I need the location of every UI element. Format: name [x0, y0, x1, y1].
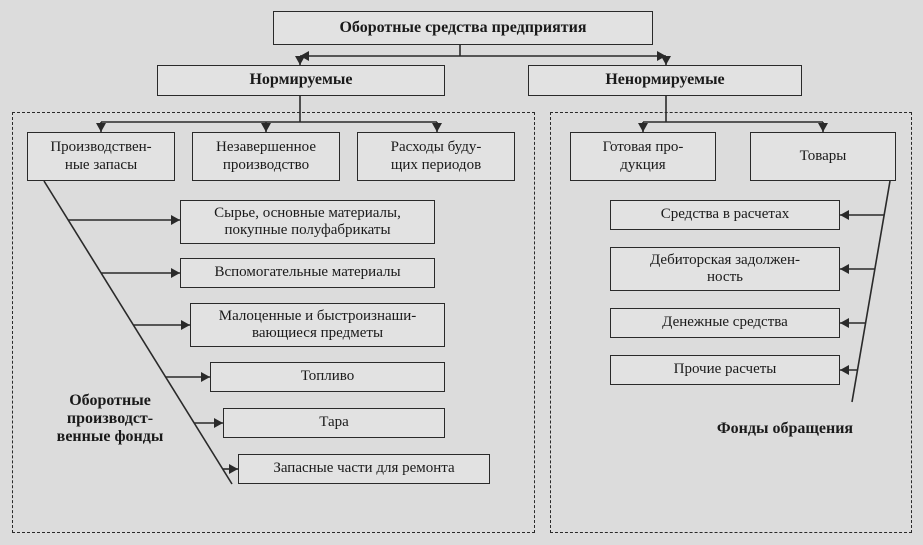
label-right: Фонды обращения — [680, 420, 890, 438]
sub-1-text: Сырье, основные материалы, покупные полу… — [214, 205, 401, 240]
sub-5-text: Тара — [319, 414, 349, 431]
rowl-a: Производствен- ные запасы — [27, 132, 175, 181]
rowl-b: Незавершенное производство — [192, 132, 340, 181]
label-left: Оборотные производст- венные фонды — [35, 392, 185, 446]
rowr-a: Готовая про- дукция — [570, 132, 716, 181]
rowl-c: Расходы буду- щих периодов — [357, 132, 515, 181]
sub-6-text: Запасные части для ремонта — [273, 460, 454, 477]
rowl-a-text: Производствен- ные запасы — [50, 139, 151, 174]
root-box: Оборотные средства предприятия — [273, 11, 653, 45]
rsub-3: Денежные средства — [610, 308, 840, 338]
sub-3: Малоценные и быстроизнаши- вающиеся пред… — [190, 303, 445, 347]
rsub-4-text: Прочие расчеты — [674, 361, 777, 378]
branch-left: Нормируемые — [157, 65, 445, 96]
rowr-b-text: Товары — [800, 148, 847, 165]
sub-4: Топливо — [210, 362, 445, 392]
rsub-1-text: Средства в расчетах — [661, 206, 790, 223]
sub-4-text: Топливо — [301, 368, 355, 385]
rsub-2: Дебиторская задолжен- ность — [610, 247, 840, 291]
rsub-2-text: Дебиторская задолжен- ность — [650, 252, 800, 287]
rowl-c-text: Расходы буду- щих периодов — [391, 139, 482, 174]
branch-right: Ненормируемые — [528, 65, 802, 96]
sub-5: Тара — [223, 408, 445, 438]
branch-left-text: Нормируемые — [249, 71, 352, 89]
label-left-text: Оборотные производст- венные фонды — [57, 392, 164, 445]
rsub-3-text: Денежные средства — [662, 314, 788, 331]
rowl-b-text: Незавершенное производство — [216, 139, 316, 174]
sub-6: Запасные части для ремонта — [238, 454, 490, 484]
sub-2-text: Вспомогательные материалы — [214, 264, 400, 281]
rsub-4: Прочие расчеты — [610, 355, 840, 385]
rowr-a-text: Готовая про- дукция — [603, 139, 684, 174]
rsub-1: Средства в расчетах — [610, 200, 840, 230]
sub-1: Сырье, основные материалы, покупные полу… — [180, 200, 435, 244]
label-right-text: Фонды обращения — [717, 420, 853, 437]
sub-2: Вспомогательные материалы — [180, 258, 435, 288]
sub-3-text: Малоценные и быстроизнаши- вающиеся пред… — [219, 308, 416, 343]
root-text: Оборотные средства предприятия — [339, 19, 586, 37]
rowr-b: Товары — [750, 132, 896, 181]
branch-right-text: Ненормируемые — [605, 71, 724, 89]
